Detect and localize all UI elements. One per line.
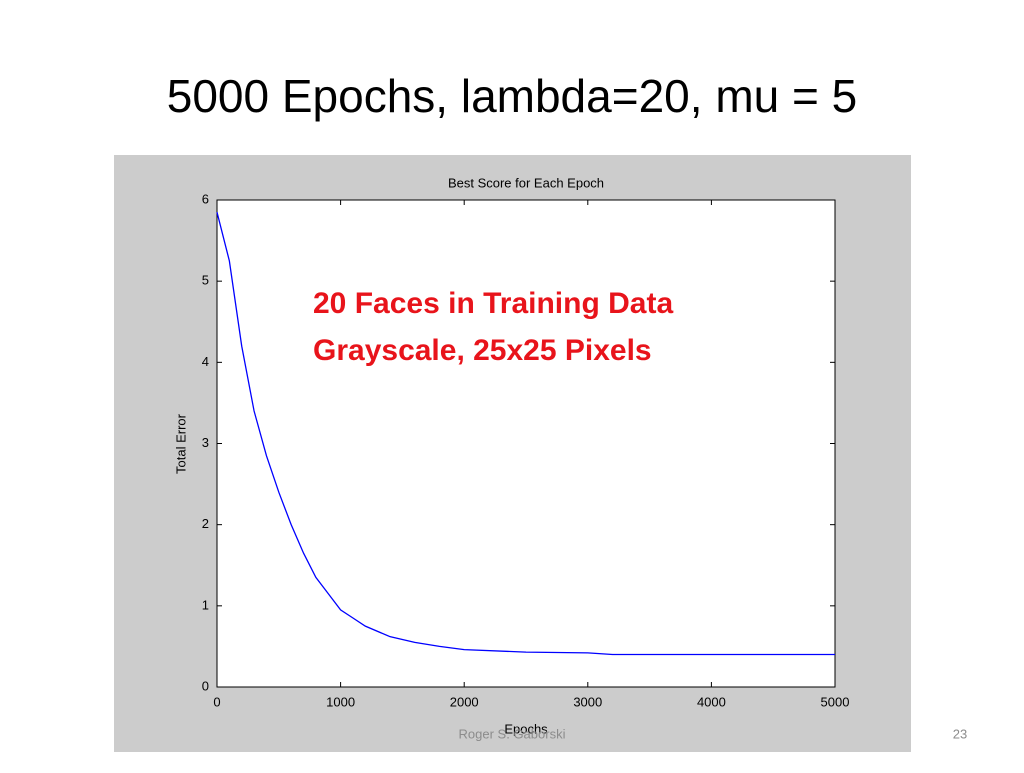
y-tick-label: 1	[202, 597, 209, 612]
y-tick-label: 6	[202, 191, 209, 206]
y-tick-label: 0	[202, 678, 209, 693]
y-tick-label: 5	[202, 273, 209, 288]
slide-title: 5000 Epochs, lambda=20, mu = 5	[167, 70, 857, 122]
chart-title: Best Score for Each Epoch	[448, 175, 604, 190]
data-line	[216, 212, 835, 656]
x-tick-label: 5000	[821, 694, 850, 709]
y-axis-label: Total Error	[173, 413, 188, 474]
annotation: Grayscale, 25x25 Pixels	[313, 334, 652, 367]
page-number: 23	[953, 726, 967, 741]
x-tick-label: 4000	[697, 694, 726, 709]
plot-area	[216, 199, 836, 688]
annotation: 20 Faces in Training Data	[313, 287, 673, 320]
x-axis-label: Epochs	[504, 721, 548, 736]
slide-footer: Roger S. Gaborski	[459, 726, 566, 741]
x-tick-label: 1000	[326, 694, 355, 709]
y-tick-label: 4	[202, 354, 209, 369]
y-tick-label: 2	[202, 516, 209, 531]
x-tick-label: 3000	[573, 694, 602, 709]
y-tick-label: 3	[202, 435, 209, 450]
x-tick-label: 0	[213, 694, 220, 709]
x-tick-label: 2000	[450, 694, 479, 709]
